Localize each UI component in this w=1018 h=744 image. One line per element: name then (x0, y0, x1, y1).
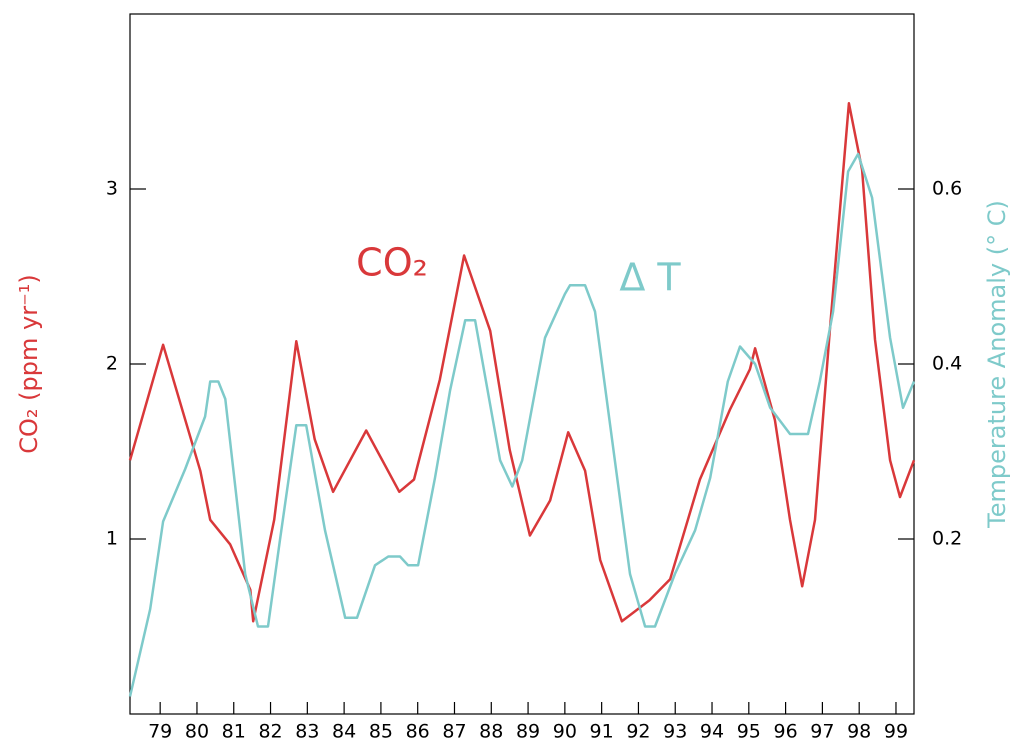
y2-tick-label: 0.2 (932, 528, 962, 550)
y-tick-label: 1 (106, 528, 118, 550)
y2-tick-label: 0.4 (932, 353, 962, 375)
x-tick-label: 79 (148, 721, 172, 743)
y-tick-label: 2 (106, 353, 118, 375)
y2-axis-label: Temperature Anomaly (° C) (983, 200, 1011, 529)
x-tick-label: 94 (700, 721, 724, 743)
x-tick-label: 97 (810, 721, 834, 743)
x-tick-label: 91 (590, 721, 614, 743)
x-tick-label: 80 (185, 721, 209, 743)
y-tick-label: 3 (106, 178, 118, 200)
x-tick-label: 99 (884, 721, 908, 743)
x-tick-label: 93 (663, 721, 687, 743)
y-axis-label: CO₂ (ppm yr⁻¹) (15, 274, 43, 453)
x-tick-label: 87 (442, 721, 466, 743)
x-tick-label: 86 (406, 721, 430, 743)
x-tick-label: 89 (516, 721, 540, 743)
x-tick-label: 95 (737, 721, 761, 743)
x-tick-label: 83 (295, 721, 319, 743)
legend-label: CO₂ (356, 241, 428, 285)
x-tick-label: 88 (479, 721, 503, 743)
y2-tick-label: 0.6 (932, 178, 962, 200)
series-line (128, 102, 916, 623)
x-tick-label: 92 (626, 721, 650, 743)
series-line (128, 152, 916, 697)
plot-frame (129, 13, 915, 715)
x-tick-label: 96 (774, 721, 798, 743)
x-tick-label: 81 (222, 721, 246, 743)
x-tick-label: 82 (258, 721, 282, 743)
x-tick-label: 85 (369, 721, 393, 743)
x-tick-label: 98 (847, 721, 871, 743)
legend-label: Δ T (619, 256, 681, 300)
x-tick-label: 84 (332, 721, 356, 743)
x-tick-label: 90 (553, 721, 577, 743)
